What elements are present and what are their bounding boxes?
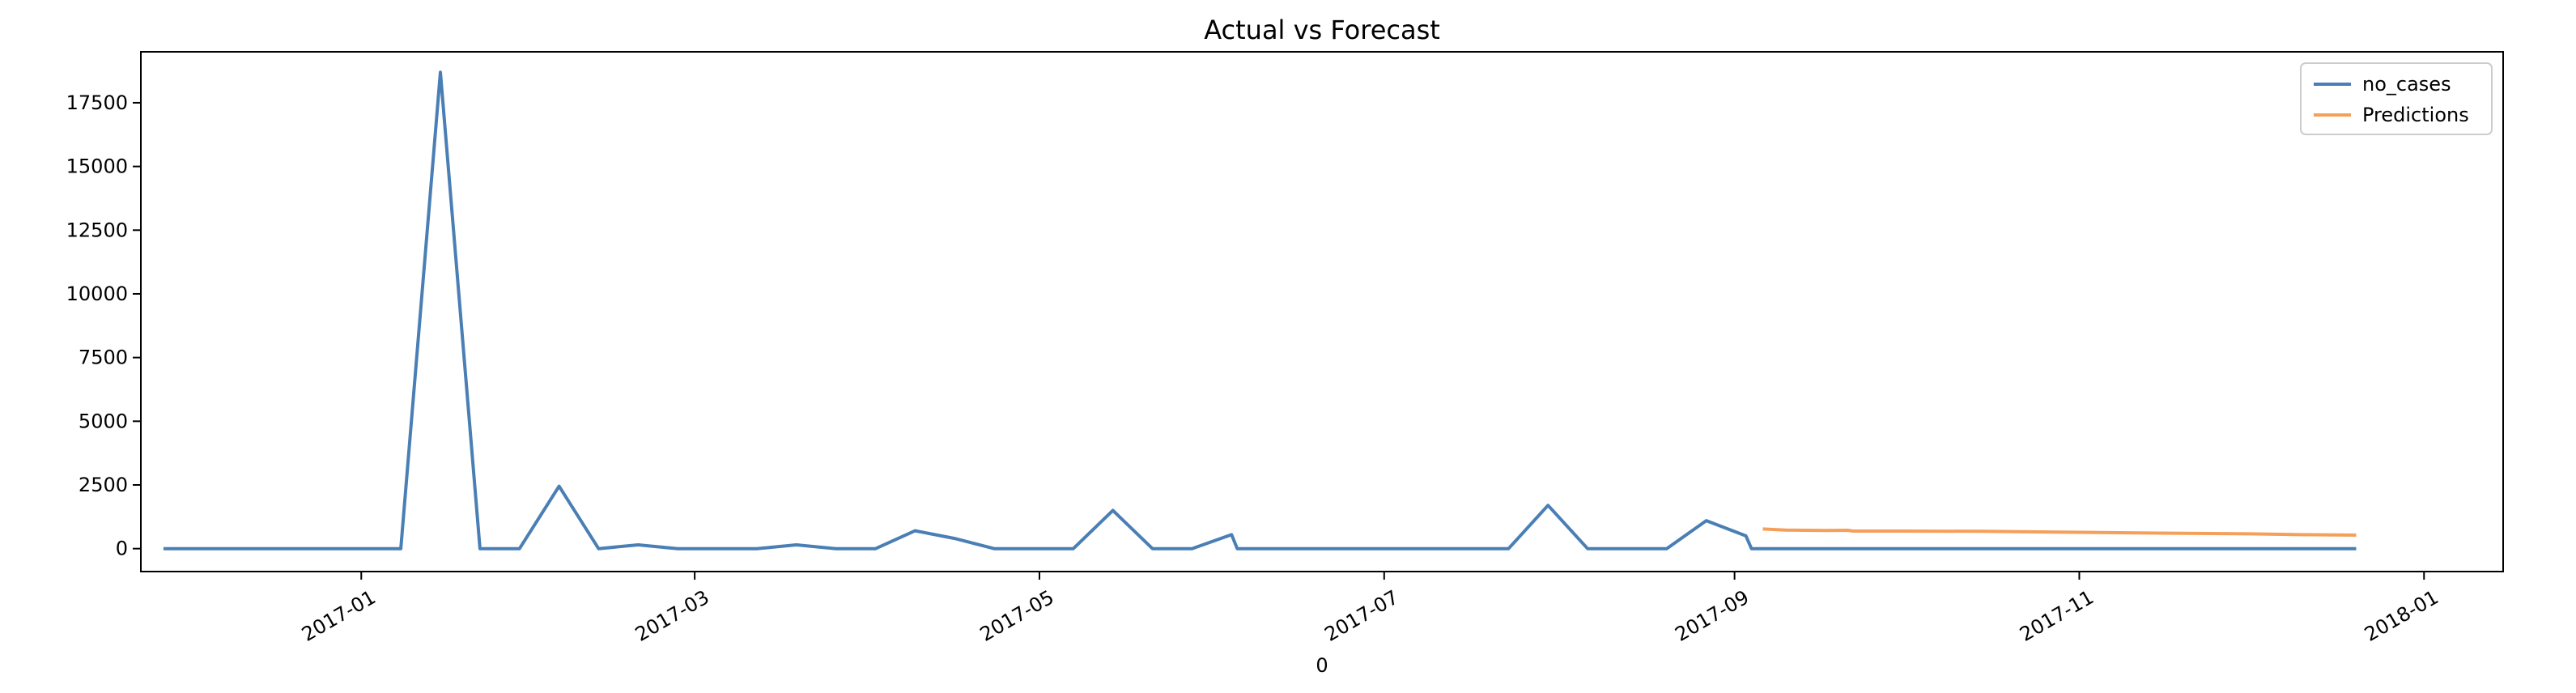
x-tick-label: 2017-07 bbox=[1321, 586, 1403, 646]
y-tick-label: 7500 bbox=[79, 346, 128, 369]
legend-label: no_cases bbox=[2362, 73, 2451, 96]
series-line-predictions bbox=[1762, 527, 2357, 537]
y-tick-label: 12500 bbox=[66, 219, 128, 241]
y-tick-label: 2500 bbox=[79, 474, 128, 496]
x-axis: 2017-01 2017-03 2017-05 2017-07 2017-09 2017-… bbox=[298, 572, 2442, 646]
y-tick-label: 15000 bbox=[66, 155, 128, 178]
legend-label: Predictions bbox=[2362, 104, 2469, 126]
x-tick-label: 2017-03 bbox=[631, 586, 713, 646]
x-axis-label: 0 bbox=[1316, 654, 1328, 677]
y-tick-label: 10000 bbox=[66, 283, 128, 305]
x-tick-label: 2017-11 bbox=[2016, 586, 2098, 646]
y-tick-label: 5000 bbox=[79, 410, 128, 432]
y-tick-label: 0 bbox=[116, 538, 128, 560]
plot-frame bbox=[140, 51, 2504, 572]
series-layer bbox=[163, 70, 2357, 551]
x-tick-label: 2017-05 bbox=[976, 586, 1058, 646]
x-tick-label: 2018-01 bbox=[2361, 586, 2442, 646]
x-tick-label: 2017-01 bbox=[298, 586, 380, 646]
y-tick-label: 17500 bbox=[66, 91, 128, 114]
legend: no_cases Predictions bbox=[2300, 62, 2493, 135]
y-axis: 0 2500 5000 7500 10000 12500 15000 17500 bbox=[66, 91, 141, 560]
x-tick-label: 2017-09 bbox=[1671, 586, 1753, 646]
chart-title: Actual vs Forecast bbox=[1204, 15, 1440, 45]
series-line-no_cases bbox=[163, 70, 2357, 551]
